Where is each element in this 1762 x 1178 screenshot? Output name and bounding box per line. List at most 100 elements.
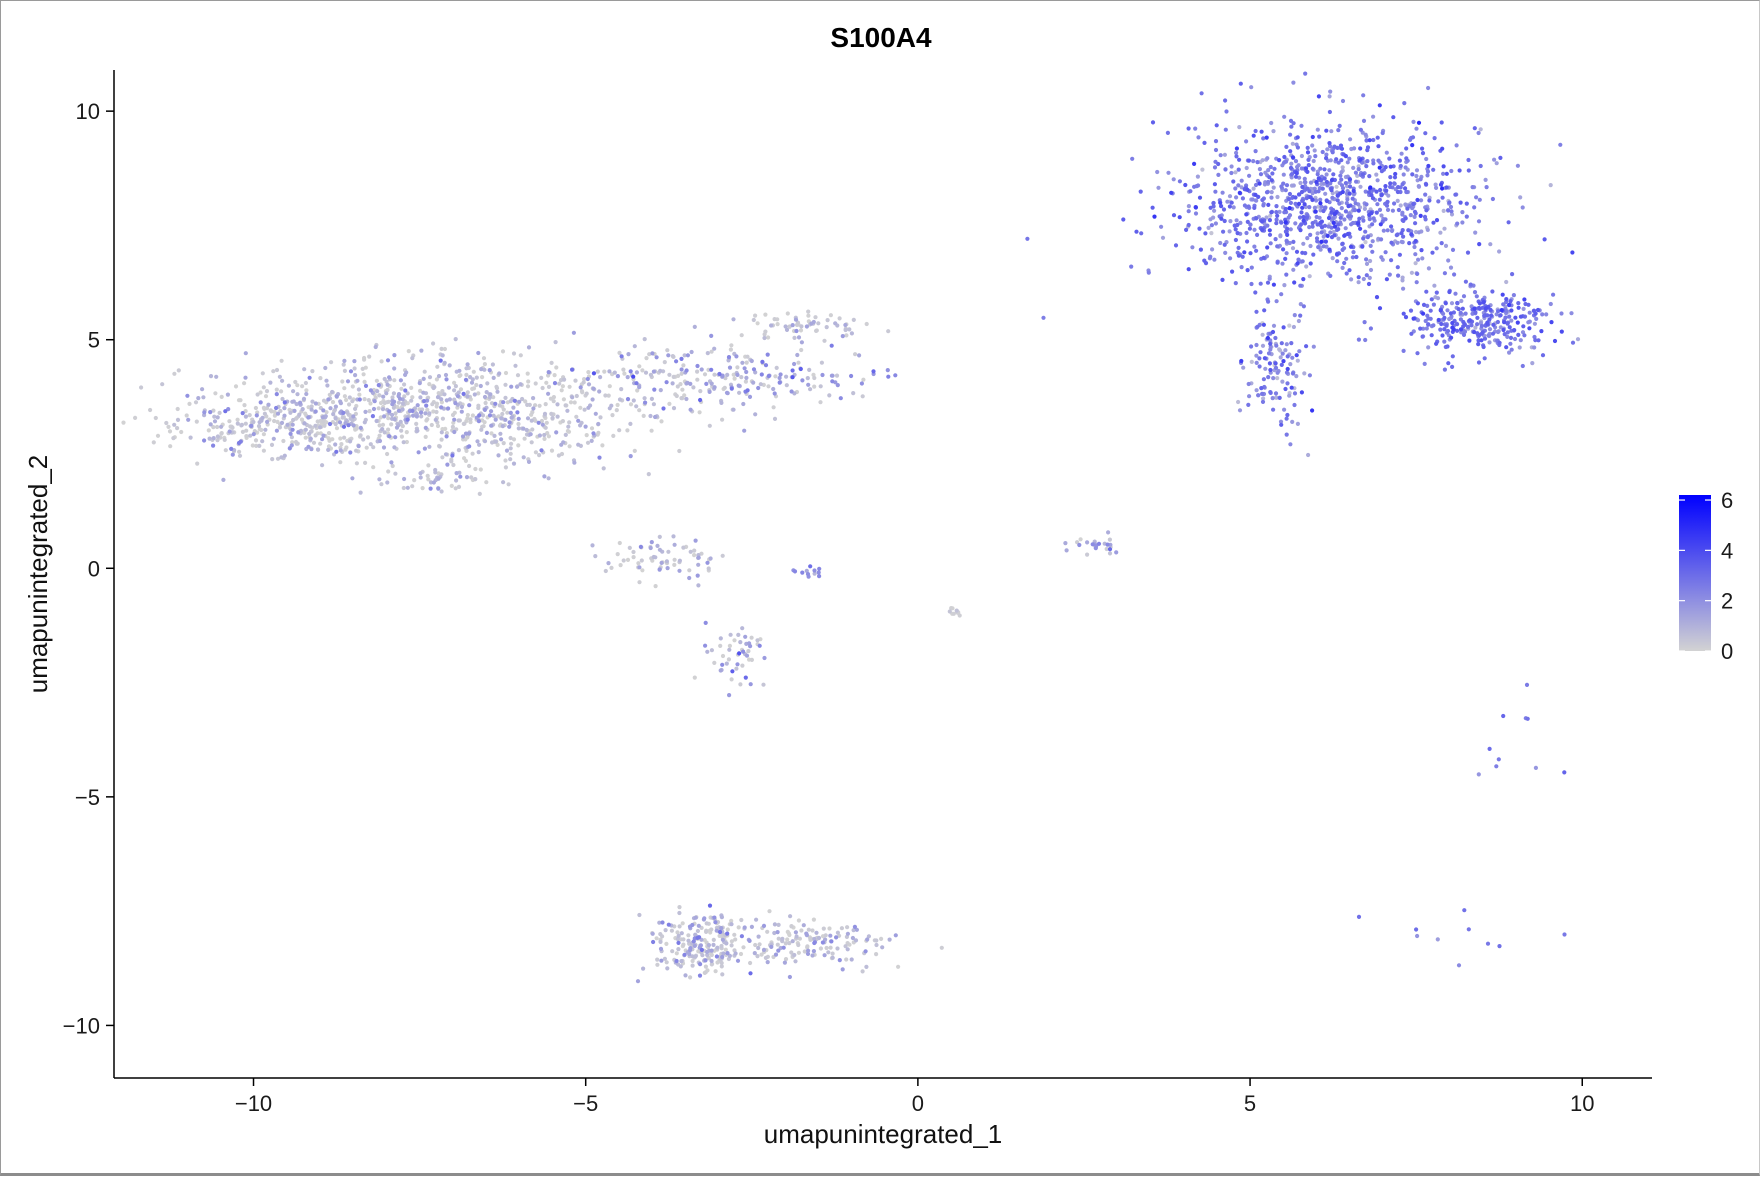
data-point [1249,281,1254,287]
data-point [352,359,357,364]
data-point [893,373,898,378]
data-point [748,682,753,687]
data-point [650,351,655,356]
data-point [763,955,769,961]
data-point [167,429,173,434]
data-point [752,951,757,956]
data-point [1401,311,1406,316]
data-point [681,942,686,947]
data-point [1253,149,1258,154]
data-point [714,928,719,933]
data-point [291,417,296,423]
data-point [1293,159,1299,164]
data-point [1247,394,1252,399]
data-point [1515,163,1520,168]
data-point [516,421,521,427]
data-point [1284,370,1290,375]
data-point [546,370,551,375]
data-point [749,358,754,364]
data-point [1307,274,1312,279]
data-point [849,373,854,379]
data-point [1444,171,1449,176]
data-point [648,372,654,377]
data-point [1227,229,1232,234]
data-point [751,380,756,385]
data-point [1252,205,1257,210]
data-point [272,418,277,424]
data-point [1478,127,1483,132]
data-point [258,390,263,395]
data-point [1389,224,1394,229]
data-point [518,353,523,358]
data-point [334,426,340,431]
data-point [1356,208,1361,213]
data-point [1499,308,1504,313]
data-point [1445,328,1451,334]
data-point [1230,269,1235,274]
data-point [1312,148,1317,153]
data-point [585,376,590,382]
data-point [808,564,813,569]
data-point [315,419,320,424]
data-point [863,949,868,954]
data-point [1213,147,1219,153]
data-point [712,660,717,666]
data-point [737,651,742,656]
data-point [1570,250,1575,255]
data-point [1530,361,1535,366]
data-point [747,394,753,399]
data-point [1368,258,1373,264]
data-point [1477,306,1482,311]
data-point [423,425,428,430]
data-point [431,385,436,391]
data-point [753,942,758,948]
data-point [772,930,777,936]
data-point [1399,231,1404,236]
data-point [539,375,544,380]
data-point [1208,217,1213,222]
data-point [1334,157,1339,162]
data-point [423,434,428,439]
data-point [1283,220,1288,225]
data-point [1298,228,1303,233]
data-point [1374,189,1379,194]
data-point [658,368,663,373]
data-point [1379,192,1384,197]
data-point [248,433,253,438]
data-point [546,391,551,396]
data-point [812,571,817,576]
data-point [1269,210,1274,215]
data-point [1449,335,1454,340]
data-point [735,958,741,963]
data-point [1254,353,1259,358]
data-point [1299,153,1304,159]
data-point [634,381,639,386]
data-point [1343,181,1348,186]
data-point [1472,306,1477,311]
data-point [817,566,822,571]
data-point [724,390,730,395]
data-point [439,346,444,351]
data-point [783,957,789,962]
data-point [1507,314,1512,319]
data-point [525,416,531,421]
data-point [574,414,579,419]
data-point [704,381,709,386]
data-point [693,932,698,937]
data-point [667,401,672,406]
data-point [693,538,698,543]
data-point [503,395,508,400]
data-point [288,431,293,436]
data-point [1288,227,1293,232]
data-point [644,356,649,361]
data-point [739,934,745,939]
data-point [1331,172,1336,177]
data-point [741,649,746,654]
data-point [674,359,679,364]
data-point [254,413,259,418]
data-point [482,407,487,412]
data-point [206,428,211,433]
data-point [440,416,445,421]
data-point [1520,205,1525,210]
data-point [679,367,684,372]
